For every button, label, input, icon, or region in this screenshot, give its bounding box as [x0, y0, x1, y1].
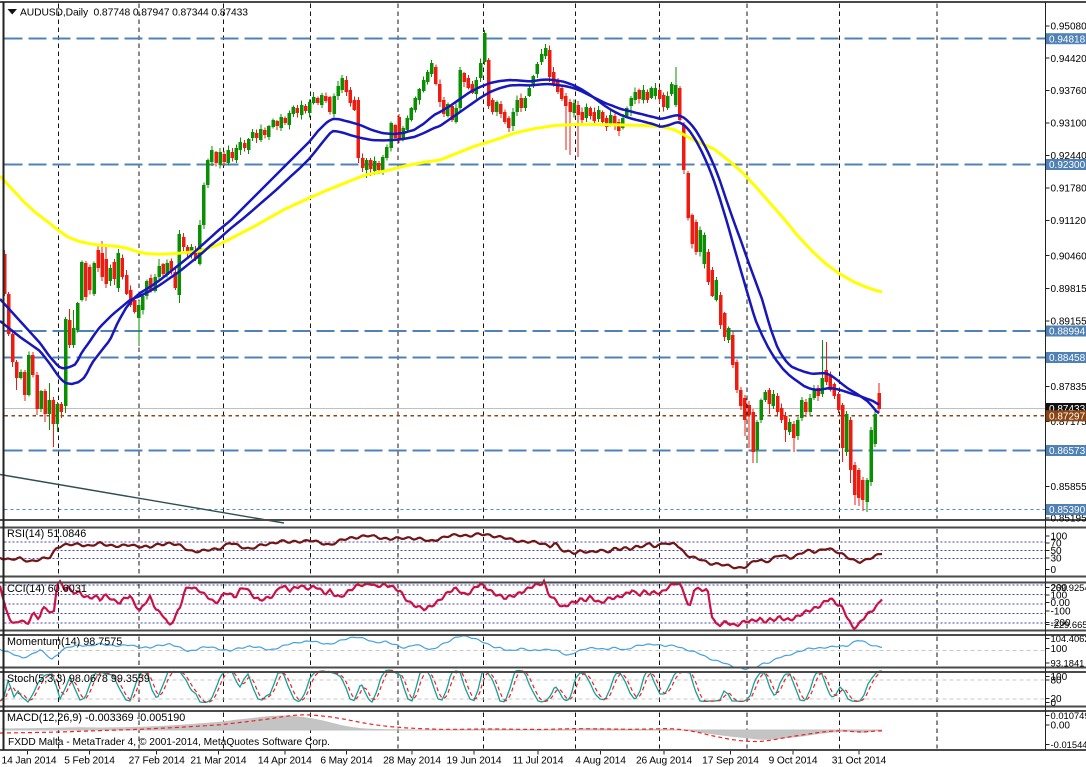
- svg-text:4 Aug 2014: 4 Aug 2014: [575, 756, 626, 767]
- svg-text:14 Jan 2014: 14 Jan 2014: [2, 756, 57, 767]
- svg-text:11 Jul 2014: 11 Jul 2014: [513, 756, 564, 767]
- svg-text:100: 100: [1051, 591, 1068, 602]
- svg-text:Stoch(5,3,3) 98.0678 99.3559: Stoch(5,3,3) 98.0678 99.3559: [7, 673, 150, 685]
- svg-text:0.94818: 0.94818: [1049, 34, 1086, 45]
- svg-text:26 Aug 2014: 26 Aug 2014: [636, 756, 693, 767]
- svg-text:0.94420: 0.94420: [1051, 54, 1086, 65]
- svg-text:100: 100: [1051, 672, 1068, 683]
- svg-text:20: 20: [1051, 694, 1063, 705]
- svg-text:0: 0: [1051, 698, 1057, 709]
- svg-text:14 Apr 2014: 14 Apr 2014: [258, 756, 312, 767]
- svg-text:0.91120: 0.91120: [1051, 216, 1086, 227]
- svg-text:0.87835: 0.87835: [1051, 382, 1086, 393]
- svg-text:70: 70: [1051, 539, 1063, 550]
- svg-text:0.88458: 0.88458: [1049, 353, 1086, 364]
- svg-text:0.00: 0.00: [1051, 721, 1071, 732]
- svg-text:50: 50: [1051, 546, 1063, 557]
- svg-text:0.87175: 0.87175: [1051, 417, 1086, 428]
- svg-text:0.00: 0.00: [1051, 598, 1071, 609]
- svg-text:0.010749: 0.010749: [1051, 710, 1086, 721]
- svg-text:0.87297: 0.87297: [1049, 411, 1086, 422]
- svg-text:31 Oct 2014: 31 Oct 2014: [832, 756, 887, 767]
- svg-text:93.1841: 93.1841: [1051, 658, 1085, 669]
- svg-text:Momentum(14) 98.7575: Momentum(14) 98.7575: [7, 636, 122, 648]
- svg-text:0.87433: 0.87433: [1049, 404, 1086, 415]
- svg-text:0.85390: 0.85390: [1049, 505, 1086, 516]
- svg-text:MACD(12,26,9) -0.003369 -0.005: MACD(12,26,9) -0.003369 -0.005190: [7, 712, 185, 724]
- svg-text:0: 0: [1051, 565, 1057, 576]
- svg-text:100: 100: [1051, 644, 1068, 655]
- svg-text:0.93760: 0.93760: [1051, 86, 1086, 97]
- svg-text:0.93100: 0.93100: [1051, 119, 1086, 130]
- svg-text:30: 30: [1051, 554, 1063, 565]
- svg-text:9 Oct 2014: 9 Oct 2014: [769, 756, 818, 767]
- svg-text:200: 200: [1051, 583, 1068, 594]
- svg-text:28 May 2014: 28 May 2014: [383, 756, 441, 767]
- svg-text:17 Sep 2014: 17 Sep 2014: [702, 756, 759, 767]
- svg-text:0.85855: 0.85855: [1051, 482, 1086, 493]
- svg-text:-100: -100: [1051, 607, 1071, 618]
- svg-text:0.92440: 0.92440: [1051, 151, 1086, 162]
- svg-text:269.9254: 269.9254: [1051, 582, 1086, 593]
- svg-text:5 Feb 2014: 5 Feb 2014: [64, 756, 115, 767]
- svg-text:6 May 2014: 6 May 2014: [320, 756, 373, 767]
- svg-text:0.91780: 0.91780: [1051, 184, 1086, 195]
- svg-text:0.90460: 0.90460: [1051, 251, 1086, 262]
- svg-text:0.88994: 0.88994: [1049, 327, 1086, 338]
- svg-text:19 Jun 2014: 19 Jun 2014: [447, 756, 502, 767]
- svg-text:RSI(14) 51.0846: RSI(14) 51.0846: [7, 528, 86, 540]
- svg-text:CCI(14) 60.6031: CCI(14) 60.6031: [7, 583, 87, 595]
- svg-text:104.4062: 104.4062: [1051, 633, 1086, 644]
- svg-text:80: 80: [1051, 676, 1063, 687]
- svg-text:0.85195: 0.85195: [1051, 513, 1086, 524]
- svg-text:0.95080: 0.95080: [1051, 21, 1086, 32]
- svg-text:100: 100: [1051, 532, 1068, 543]
- svg-text:27 Feb 2014: 27 Feb 2014: [129, 756, 186, 767]
- svg-text:FXDD Malta - MetaTrader 4, © 2: FXDD Malta - MetaTrader 4, © 2001-2014, …: [8, 737, 330, 748]
- svg-text:0.89815: 0.89815: [1051, 284, 1086, 295]
- svg-text:-0.015443: -0.015443: [1051, 739, 1086, 750]
- svg-text:-200: -200: [1051, 618, 1071, 629]
- svg-text:0.86573: 0.86573: [1049, 446, 1086, 457]
- svg-text:AUDUSD,Daily 0.87748 0.87947: AUDUSD,Daily 0.87748 0.87947 0.87344 0.8…: [20, 8, 248, 19]
- svg-text:-229.6656: -229.6656: [1051, 619, 1086, 630]
- svg-text:0.89155: 0.89155: [1051, 316, 1086, 327]
- svg-text:0.92300: 0.92300: [1049, 160, 1086, 171]
- svg-text:21 Mar 2014: 21 Mar 2014: [190, 756, 247, 767]
